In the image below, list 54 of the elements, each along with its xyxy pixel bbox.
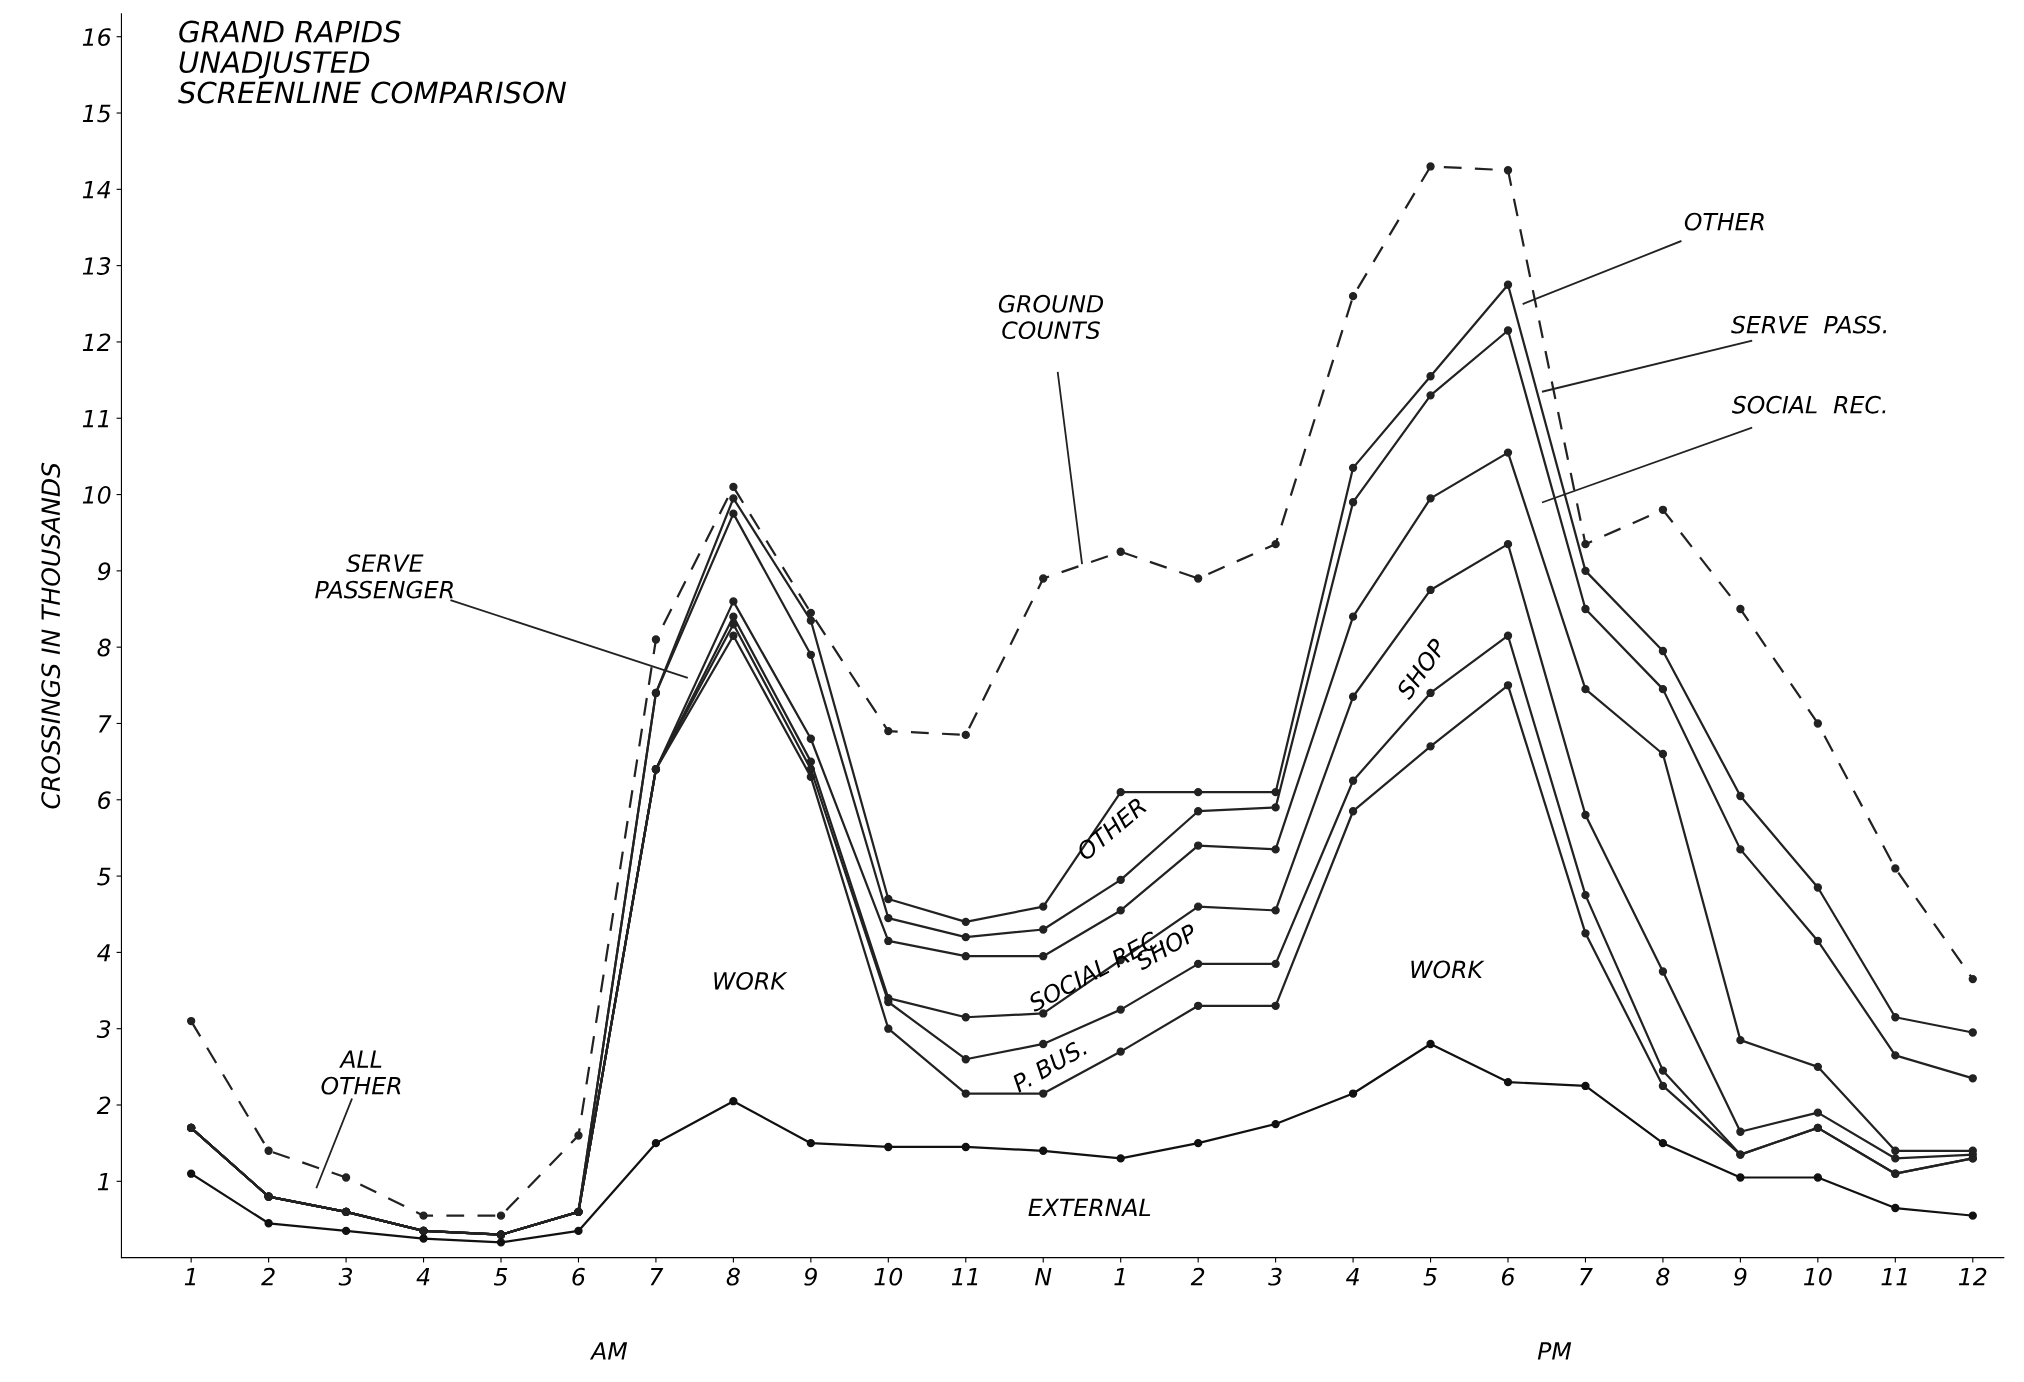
text: PM (1537, 1342, 1572, 1360)
y-tick-label: 10 (82, 486, 111, 504)
y-tick-label: 4 (97, 944, 111, 962)
x-tick-label: 12 (1958, 1267, 1987, 1286)
x-tick-label: 2 (1190, 1267, 1205, 1286)
y-tick-label: 1 (97, 1173, 109, 1191)
x-tick-label: 3 (338, 1267, 353, 1286)
x-tick-label: 9 (804, 1267, 817, 1286)
x-tick-label: 7 (650, 1268, 664, 1286)
y-tick-label: 2 (96, 1096, 111, 1114)
x-tick-label: 7 (1580, 1268, 1593, 1286)
annotation: WORK (714, 971, 788, 990)
x-tick-label: 6 (572, 1267, 585, 1286)
x-tick-label: 8 (1656, 1267, 1670, 1286)
x-tick-label: 4 (416, 1268, 430, 1286)
y-tick-label: 7 (98, 715, 112, 733)
annotation: OTHER (1684, 212, 1764, 231)
x-tick-label: 10 (1803, 1267, 1832, 1286)
y-tick-label: 5 (97, 867, 111, 886)
x-tick-label: 2 (261, 1267, 275, 1286)
y-tick-label: 9 (97, 562, 111, 581)
x-tick-label: 4 (1346, 1268, 1359, 1286)
annotation: SERVE PASSENGER (315, 554, 453, 599)
x-tick-label: 1 (1114, 1268, 1125, 1286)
y-tick-label: 12 (82, 333, 111, 351)
annotation: EXTERNAL (1028, 1198, 1151, 1217)
annotation: ALL OTHER (321, 1050, 401, 1095)
x-tick-label: 5 (1423, 1268, 1437, 1286)
y-tick-label: 14 (82, 181, 111, 199)
x-tick-label: 9 (1733, 1267, 1747, 1286)
y-tick-label: 8 (97, 638, 111, 657)
x-tick-label: 11 (951, 1268, 978, 1286)
annotation: SOCIAL REC. (1731, 395, 1886, 414)
x-tick-label: 3 (1268, 1267, 1282, 1286)
x-tick-label: 11 (1881, 1268, 1907, 1286)
annotation: GROUND COUNTS (998, 294, 1104, 340)
y-tick-label: 6 (98, 791, 111, 810)
annotation: WORK (1411, 960, 1485, 979)
x-tick-label: 8 (726, 1267, 740, 1286)
y-tick-label: 11 (82, 410, 109, 428)
y-axis-title: CROSSINGS IN THOUSANDS (41, 462, 61, 809)
y-tick-label: 13 (82, 257, 111, 275)
annotation: P. BUS. (1010, 1038, 1088, 1093)
annotation: SERVE PASS. (1731, 315, 1887, 334)
text: GRAND RAPIDS UNADJUSTED SCREENLINE COMPARISON (178, 20, 567, 104)
text: AM (589, 1342, 628, 1360)
y-tick-label: 16 (82, 28, 111, 47)
x-tick-label: 1 (184, 1268, 196, 1286)
x-tick-label: 5 (493, 1268, 508, 1286)
y-tick-label: 3 (96, 1020, 111, 1039)
x-tick-label: N (1035, 1268, 1052, 1286)
x-tick-label: 6 (1501, 1267, 1515, 1286)
x-tick-label: 10 (874, 1267, 903, 1286)
y-tick-label: 15 (82, 104, 111, 123)
